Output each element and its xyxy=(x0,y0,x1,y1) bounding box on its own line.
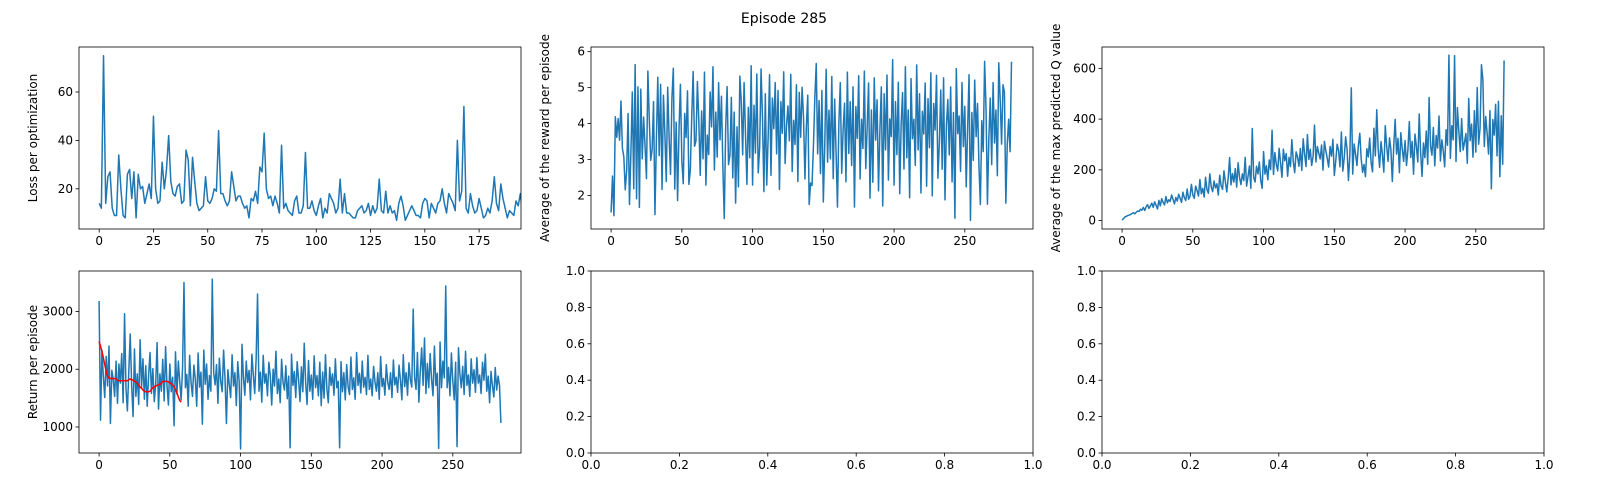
y-tick-label-empty1-3: 0.6 xyxy=(566,337,585,351)
x-tick-label-empty2-5: 1.0 xyxy=(1534,458,1553,472)
y-tick-label-empty2-2: 0.4 xyxy=(1077,373,1096,387)
y-tick-label-qvalue-0: 0 xyxy=(1088,214,1096,228)
y-tick-label-qvalue-2: 400 xyxy=(1073,112,1096,126)
axes-frame-qvalue xyxy=(1101,46,1545,230)
series-line-loss-0 xyxy=(98,54,521,222)
y-tick-label-empty2-3: 0.6 xyxy=(1077,337,1096,351)
y-tick-label-empty2-0: 0.0 xyxy=(1077,446,1096,460)
y-tick-label-empty2-1: 0.2 xyxy=(1077,410,1096,424)
series-line-qvalue-0 xyxy=(1121,54,1505,221)
y-tick-label-qvalue-1: 200 xyxy=(1073,163,1096,177)
y-tick-label-empty1-4: 0.8 xyxy=(566,300,585,314)
x-tick-label-loss-1: 25 xyxy=(146,234,161,248)
x-tick-label-empty1-3: 0.6 xyxy=(847,458,866,472)
x-tick-label-loss-3: 75 xyxy=(254,234,269,248)
x-tick-label-qvalue-0: 0 xyxy=(1118,234,1126,248)
x-tick-label-loss-0: 0 xyxy=(95,234,103,248)
figure-title: Episode 285 xyxy=(741,11,827,27)
y-tick-label-empty1-2: 0.4 xyxy=(566,373,585,387)
axes-frame-return xyxy=(78,270,522,454)
y-tick-label-return-2: 3000 xyxy=(42,304,73,318)
x-tick-label-return-1: 50 xyxy=(162,458,177,472)
x-tick-label-qvalue-2: 100 xyxy=(1252,234,1275,248)
axes-frame-reward xyxy=(590,46,1034,230)
x-tick-label-reward-2: 100 xyxy=(741,234,764,248)
y-tick-label-empty1-5: 1.0 xyxy=(566,264,585,278)
series-line-reward-0 xyxy=(610,58,1013,222)
x-tick-label-qvalue-1: 50 xyxy=(1185,234,1200,248)
y-tick-label-reward-1: 3 xyxy=(577,153,585,167)
x-tick-label-reward-4: 200 xyxy=(883,234,906,248)
x-tick-label-loss-4: 100 xyxy=(305,234,328,248)
x-tick-label-empty1-5: 1.0 xyxy=(1023,458,1042,472)
x-tick-label-empty2-1: 0.2 xyxy=(1181,458,1200,472)
axes-frame-loss xyxy=(78,46,522,230)
y-tick-label-empty2-4: 0.8 xyxy=(1077,300,1096,314)
y-tick-label-reward-3: 5 xyxy=(577,81,585,95)
x-tick-label-empty2-0: 0.0 xyxy=(1092,458,1111,472)
y-tick-label-loss-0: 20 xyxy=(58,182,73,196)
x-tick-label-empty2-2: 0.4 xyxy=(1269,458,1288,472)
y-tick-label-empty1-0: 0.0 xyxy=(566,446,585,460)
x-tick-label-empty2-4: 0.8 xyxy=(1446,458,1465,472)
x-tick-label-empty1-1: 0.2 xyxy=(670,458,689,472)
x-tick-label-reward-0: 0 xyxy=(607,234,615,248)
y-tick-label-reward-2: 4 xyxy=(577,117,585,131)
x-tick-label-qvalue-3: 150 xyxy=(1323,234,1346,248)
x-tick-label-loss-7: 175 xyxy=(468,234,491,248)
y-tick-label-reward-4: 6 xyxy=(577,45,585,59)
subplot-empty2: 0.0 0.2 0.4 0.6 0.8 1.0 0.0 0.2 0.4 0.6 0.8 1.0 xyxy=(1077,264,1554,472)
x-tick-label-return-0: 0 xyxy=(95,458,103,472)
x-tick-label-empty2-3: 0.6 xyxy=(1358,458,1377,472)
x-tick-label-return-3: 150 xyxy=(300,458,323,472)
y-tick-label-loss-2: 60 xyxy=(58,85,73,99)
y-tick-label-return-0: 1000 xyxy=(42,420,73,434)
x-tick-label-reward-5: 250 xyxy=(953,234,976,248)
y-tick-label-qvalue-3: 600 xyxy=(1073,61,1096,75)
y-axis-label-return: Return per episode xyxy=(26,305,40,419)
series-line-return-0 xyxy=(98,278,502,450)
x-tick-label-empty1-2: 0.4 xyxy=(758,458,777,472)
subplot-loss: 0 25 50 75 100 125 150 175 20 40 60 Loss per optimi… xyxy=(26,46,522,248)
x-tick-label-qvalue-4: 200 xyxy=(1394,234,1417,248)
x-tick-label-return-4: 200 xyxy=(371,458,394,472)
series-line-return-1 xyxy=(98,341,182,403)
x-tick-label-loss-6: 150 xyxy=(413,234,436,248)
subplot-qvalue: 0 50 100 150 200 250 0 200 400 600 Average of the … xyxy=(1049,24,1545,253)
axes-frame-empty1 xyxy=(590,270,1034,454)
x-tick-label-qvalue-5: 250 xyxy=(1464,234,1487,248)
y-tick-label-return-1: 2000 xyxy=(42,362,73,376)
y-axis-label-loss: Loss per optimization xyxy=(26,74,40,203)
subplot-empty1: 0.0 0.2 0.4 0.6 0.8 1.0 0.0 0.2 0.4 0.6 0.8 1.0 xyxy=(566,264,1043,472)
x-tick-label-reward-3: 150 xyxy=(812,234,835,248)
x-tick-label-loss-2: 50 xyxy=(200,234,215,248)
x-tick-label-return-2: 100 xyxy=(229,458,252,472)
x-tick-label-return-5: 250 xyxy=(441,458,464,472)
y-tick-label-reward-0: 2 xyxy=(577,189,585,203)
x-tick-label-reward-1: 50 xyxy=(674,234,689,248)
y-axis-label-qvalue: Average of the max predicted Q value xyxy=(1049,24,1063,253)
y-axis-label-reward: Average of the reward per episode xyxy=(538,34,552,242)
y-tick-label-loss-1: 40 xyxy=(58,133,73,147)
subplot-reward: 0 50 100 150 200 250 2 3 4 5 6 Average of the rewar… xyxy=(538,34,1034,248)
y-tick-label-empty1-1: 0.2 xyxy=(566,410,585,424)
x-tick-label-loss-5: 125 xyxy=(359,234,382,248)
x-tick-label-empty1-4: 0.8 xyxy=(935,458,954,472)
axes-frame-empty2 xyxy=(1101,270,1545,454)
y-tick-label-empty2-5: 1.0 xyxy=(1077,264,1096,278)
x-tick-label-empty1-0: 0.0 xyxy=(581,458,600,472)
